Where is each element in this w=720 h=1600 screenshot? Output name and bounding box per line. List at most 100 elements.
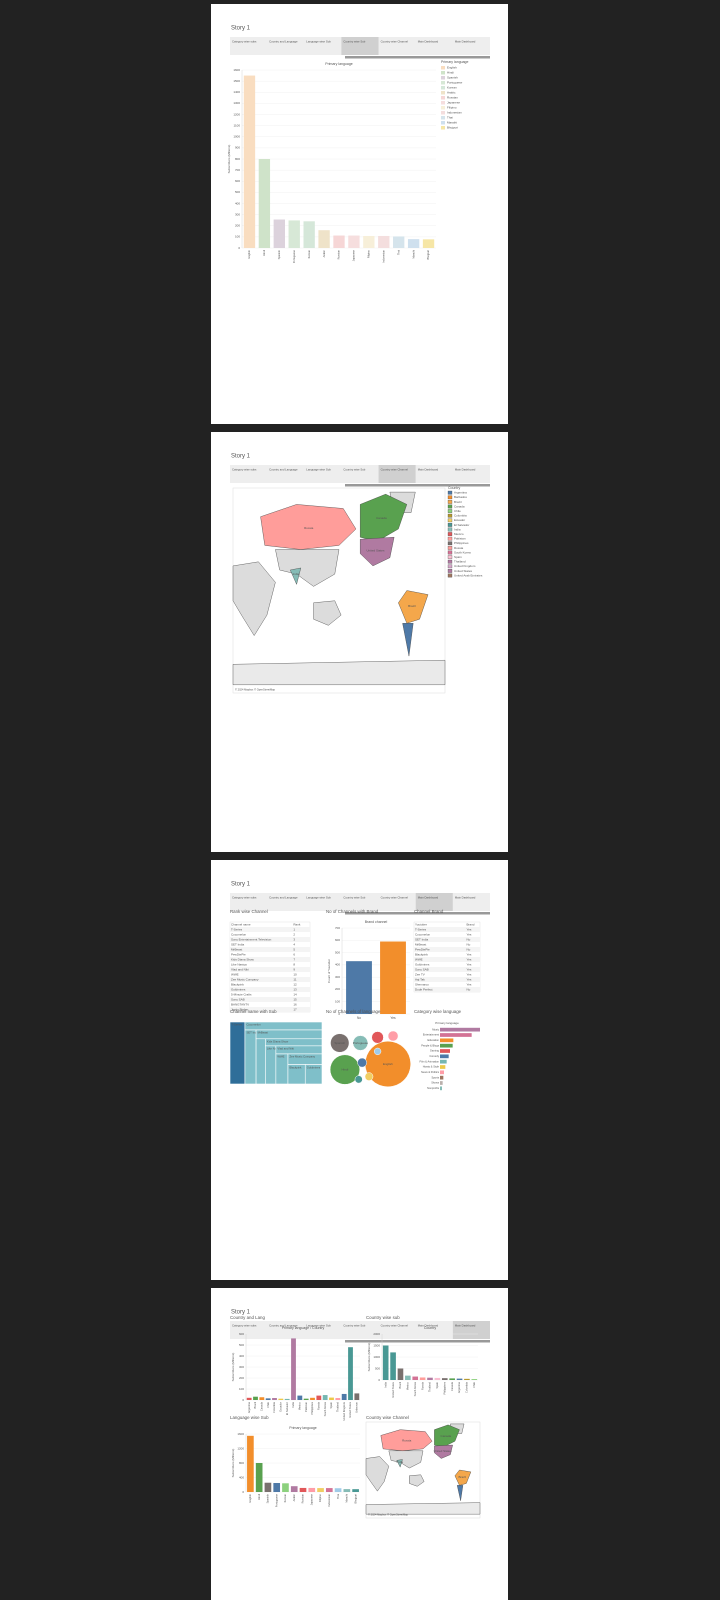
tab-label[interactable]: Country wise Sub	[343, 896, 365, 900]
story-tab[interactable]	[267, 893, 305, 911]
legend-swatch	[447, 569, 453, 573]
story-tab[interactable]	[341, 37, 379, 55]
story-tab[interactable]	[378, 37, 416, 55]
tab-scrollbar[interactable]	[345, 484, 490, 487]
country-shape	[454, 1469, 472, 1486]
tab-label[interactable]: Category wise subs	[232, 40, 257, 44]
table-row	[414, 982, 480, 987]
tab-label[interactable]: Main Dashboard	[418, 896, 439, 900]
story-tab[interactable]	[267, 465, 305, 483]
bubble-label: Hindi	[341, 1067, 348, 1071]
legend-swatch	[447, 500, 453, 504]
story-tab[interactable]	[378, 893, 416, 911]
story-tab[interactable]	[341, 465, 379, 483]
table-row	[230, 957, 310, 962]
tab-label[interactable]: Category wise subs	[232, 468, 257, 472]
story-tab[interactable]	[452, 1321, 490, 1339]
tab-label[interactable]: Country wise Sub	[343, 1324, 365, 1328]
story-tab[interactable]	[267, 37, 305, 55]
bar	[303, 221, 315, 248]
bar	[316, 1395, 322, 1400]
tab-label[interactable]: Language wise Sub	[306, 468, 331, 472]
story-tab[interactable]	[304, 1321, 342, 1339]
tab-scrollbar[interactable]	[345, 56, 490, 59]
bar	[247, 1435, 254, 1492]
story-tab[interactable]	[452, 37, 490, 55]
tab-label[interactable]: Country and Language	[269, 468, 298, 472]
tab-label[interactable]: Language wise Sub	[306, 1324, 331, 1328]
tab-label[interactable]: Main Dashboard	[455, 468, 476, 472]
x-tick-label: Brazil	[398, 1382, 402, 1389]
y-tick-label: 600	[239, 1332, 244, 1336]
legend-swatch	[441, 71, 445, 75]
tab-label[interactable]: Country and Language	[269, 1324, 298, 1328]
bar	[441, 1378, 448, 1380]
legend-label: South Korea	[454, 550, 471, 554]
bar	[440, 1043, 453, 1048]
tab-label[interactable]: Language wise Sub	[306, 40, 331, 44]
table-cell: MrBeast	[231, 947, 242, 951]
tab-label[interactable]: Country wise Channel	[381, 1324, 409, 1328]
table-cell: Aaj Tak	[415, 977, 425, 981]
story-tab[interactable]	[415, 1321, 453, 1339]
story-tab[interactable]	[415, 893, 453, 911]
story-tab[interactable]	[452, 465, 490, 483]
tab-label[interactable]: Category wise subs	[232, 896, 257, 900]
story-title: Story 1	[231, 882, 251, 888]
land-antarctica	[365, 1502, 481, 1515]
country-shape	[289, 567, 302, 585]
table-cell: 12	[293, 982, 297, 986]
tab-label[interactable]: Country wise Sub	[343, 40, 365, 44]
story-tab[interactable]	[304, 893, 342, 911]
story-tab[interactable]	[415, 37, 453, 55]
bubble	[387, 1030, 399, 1042]
tab-label[interactable]: Country wise Channel	[381, 896, 409, 900]
tab-scrollbar[interactable]	[345, 1340, 490, 1343]
story-tab[interactable]	[341, 1321, 379, 1339]
story-tab[interactable]	[304, 37, 342, 55]
legend-swatch	[441, 106, 445, 110]
legend-label: Philippines	[454, 541, 469, 545]
tab-label[interactable]: Main Dashboard	[455, 1324, 476, 1328]
tab-label[interactable]: Language wise Sub	[306, 896, 331, 900]
bar	[456, 1378, 463, 1380]
tab-label[interactable]: Main Dashboard	[455, 896, 476, 900]
legend-swatch	[447, 546, 453, 550]
tab-label[interactable]: Country wise Channel	[381, 468, 409, 472]
tab-label[interactable]: Main Dashboard	[455, 40, 476, 44]
tab-label[interactable]: Country and Language	[269, 40, 298, 44]
story-tab[interactable]	[304, 465, 342, 483]
tab-label[interactable]: Main Dashboard	[418, 1324, 439, 1328]
x-tick-label: Spanish	[277, 249, 281, 259]
story-tab[interactable]	[415, 465, 453, 483]
tab-scrollbar[interactable]	[345, 912, 490, 915]
y-tick-label: 500	[375, 1366, 380, 1370]
story-tab[interactable]	[230, 893, 268, 911]
x-tick-label: Bhojpuri	[426, 250, 430, 260]
story-tab[interactable]	[452, 893, 490, 911]
story-tab[interactable]	[230, 465, 268, 483]
table-row	[414, 972, 480, 977]
tab-label[interactable]: Country and Language	[269, 896, 298, 900]
story-tab[interactable]	[230, 37, 268, 55]
story-tab[interactable]	[341, 893, 379, 911]
tab-label[interactable]: Main Dashboard	[418, 468, 439, 472]
x-tick-label: Spanish	[266, 1493, 270, 1503]
chart-subtitle: Primary language	[325, 62, 352, 66]
story-tab[interactable]	[230, 1321, 268, 1339]
tab-label[interactable]: Country wise Sub	[343, 468, 365, 472]
bar	[303, 1398, 309, 1400]
bar	[259, 1397, 265, 1400]
treemap-label: T-Series	[232, 1023, 243, 1027]
story-tab[interactable]	[267, 1321, 305, 1339]
story-tab[interactable]	[378, 465, 416, 483]
story-tab[interactable]	[378, 1321, 416, 1339]
tab-label[interactable]: Main Dashboard	[418, 40, 439, 44]
tab-label[interactable]: Country wise Channel	[381, 40, 409, 44]
legend-swatch	[441, 76, 445, 80]
x-tick-label: Portuguese	[274, 1493, 278, 1507]
table-header: Youtuber	[415, 922, 427, 926]
table-cell: No	[466, 987, 470, 991]
table-row	[230, 942, 310, 947]
tab-label[interactable]: Category wise subs	[232, 1324, 257, 1328]
